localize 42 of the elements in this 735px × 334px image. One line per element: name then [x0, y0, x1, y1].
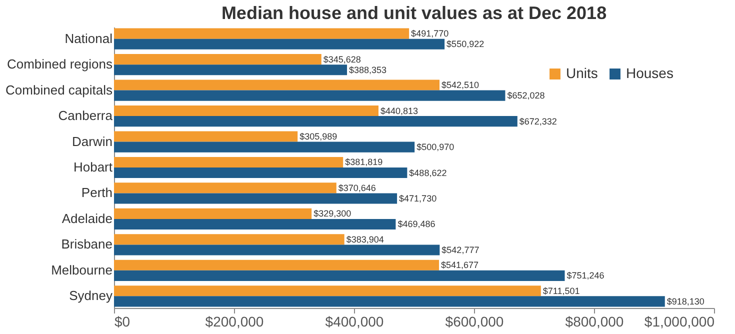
data-label: $711,501: [542, 286, 580, 296]
data-label: $381,819: [345, 157, 383, 168]
data-label: $918,130: [666, 296, 704, 306]
y-tick-label: Melbourne: [51, 262, 112, 278]
legend-label: Units: [566, 65, 598, 81]
data-label: $440,813: [380, 106, 418, 116]
y-tick-label: National: [64, 30, 113, 46]
x-tick-label: $600,000: [445, 314, 504, 330]
data-label: $329,300: [314, 208, 352, 219]
data-label: $469,486: [398, 219, 436, 230]
x-tick-label: $800,000: [565, 314, 624, 330]
y-tick-label: Combined regions: [6, 56, 113, 72]
x-tick-label: $0: [114, 314, 130, 330]
data-label: $491,770: [411, 28, 449, 39]
y-tick-label: Canberra: [58, 108, 114, 124]
data-label: $652,028: [507, 90, 545, 101]
x-tick-label: $200,000: [205, 314, 264, 330]
data-label: $542,777: [442, 244, 480, 255]
data-label: $751,246: [566, 270, 604, 281]
data-label: $345,628: [323, 54, 361, 64]
data-label: $500,970: [416, 142, 454, 152]
data-label: $383,904: [346, 234, 384, 244]
x-tick-label: $400,000: [325, 314, 384, 330]
chart-title: Median house and unit values as at Dec 2018: [221, 3, 607, 23]
y-tick-label: Combined capitals: [6, 82, 113, 98]
y-tick-label: Perth: [81, 185, 112, 200]
y-tick-label: Sydney: [69, 288, 113, 304]
data-label: $541,677: [441, 260, 479, 270]
data-label: $488,622: [409, 168, 447, 178]
x-tick-label: $1,000,000: [644, 314, 715, 330]
data-label: $305,989: [300, 131, 338, 142]
data-label: $542,510: [442, 80, 480, 90]
y-tick-label: Darwin: [72, 134, 112, 149]
data-label: $550,922: [446, 39, 484, 50]
y-tick-label: Hobart: [73, 160, 113, 174]
y-tick-label: Brisbane: [61, 236, 112, 252]
data-label: $471,730: [399, 194, 437, 204]
data-label: $388,353: [349, 64, 387, 75]
legend-label: Houses: [626, 65, 674, 81]
data-label: $370,646: [338, 182, 376, 193]
data-label: $672,332: [519, 116, 557, 126]
y-tick-label: Adelaide: [62, 210, 112, 226]
